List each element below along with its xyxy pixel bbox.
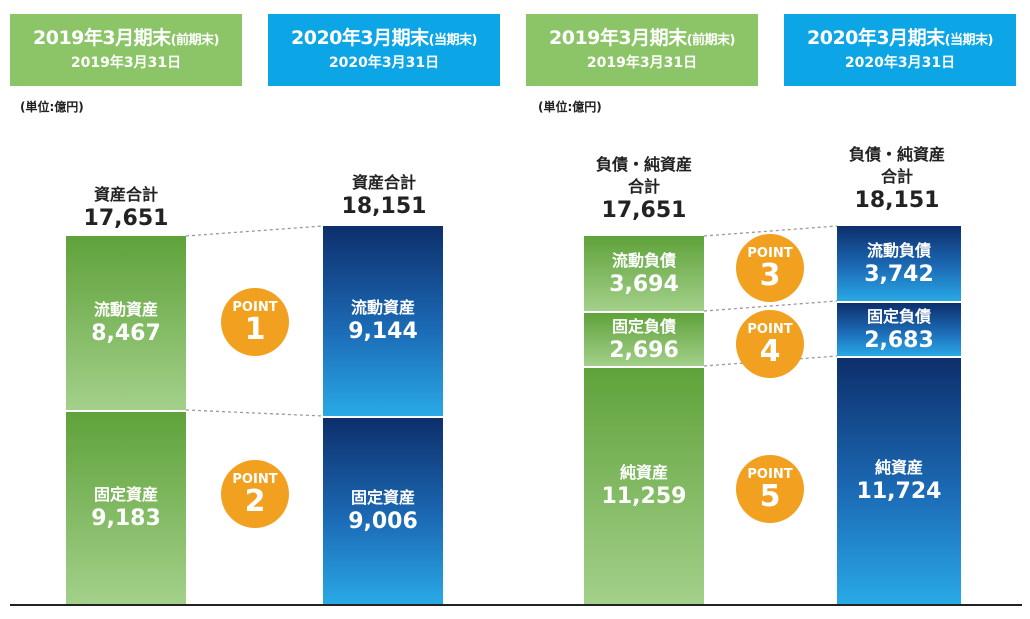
total-label-2020-liabilities: 負債・純資産 合計 18,151 bbox=[817, 144, 977, 214]
header-date: 2019年3月31日 bbox=[586, 55, 698, 71]
header-2020-left: 2020年3月期末(当期末) 2020年3月31日 bbox=[268, 14, 500, 86]
bar-value: 2,683 bbox=[864, 327, 934, 353]
total-title: 負債・純資産 bbox=[848, 145, 945, 164]
bar-value: 11,724 bbox=[856, 479, 942, 504]
bar-label: 流動負債 bbox=[866, 240, 931, 260]
connector-line bbox=[703, 300, 838, 312]
total-title: 資産合計 bbox=[351, 173, 416, 192]
total-title-2: 合計 bbox=[880, 167, 913, 186]
point-word: POINT bbox=[232, 300, 278, 315]
bar-current-assets-2019: 流動資産 8,467 bbox=[66, 236, 186, 410]
header-date: 2020年3月31日 bbox=[844, 55, 956, 71]
bar-label: 流動負債 bbox=[611, 250, 676, 270]
header-paren: (当期末) bbox=[944, 33, 994, 48]
point-number: 5 bbox=[759, 479, 781, 514]
bar-value: 9,006 bbox=[348, 509, 418, 534]
total-label-2019-assets: 資産合計 17,651 bbox=[56, 184, 196, 232]
bar-current-assets-2020: 流動資産 9,144 bbox=[323, 226, 443, 416]
bar-label: 流動資産 bbox=[93, 300, 158, 319]
connector-line bbox=[185, 409, 324, 417]
header-date: 2019年3月31日 bbox=[70, 55, 182, 71]
bar-value: 2,696 bbox=[609, 337, 679, 363]
bar-value: 3,694 bbox=[609, 271, 679, 297]
point-badge-5: POINT 5 bbox=[736, 455, 804, 523]
bar-value: 3,742 bbox=[864, 261, 934, 287]
header-2019-left: 2019年3月期末(前期末) 2019年3月31日 bbox=[10, 14, 242, 86]
baseline-axis bbox=[10, 604, 1022, 606]
bar-label: 固定資産 bbox=[93, 485, 158, 504]
bar-label: 流動資産 bbox=[350, 298, 415, 317]
header-2019-right: 2019年3月期末(前期末) 2019年3月31日 bbox=[526, 14, 758, 86]
total-title: 資産合計 bbox=[93, 185, 158, 204]
bar-value: 8,467 bbox=[91, 321, 161, 346]
connector-line bbox=[703, 225, 838, 237]
bar-value: 11,259 bbox=[601, 484, 687, 509]
point-badge-4: POINT 4 bbox=[736, 310, 804, 378]
header-main: 2019年3月期末 bbox=[549, 27, 687, 49]
header-date: 2020年3月31日 bbox=[328, 55, 440, 71]
header-main: 2020年3月期末 bbox=[807, 27, 945, 49]
total-value: 17,651 bbox=[601, 198, 687, 223]
point-badge-1: POINT 1 bbox=[221, 288, 289, 356]
bar-value: 9,144 bbox=[348, 319, 418, 344]
point-number: 2 bbox=[244, 484, 266, 519]
bar-current-liabilities-2020: 流動負債 3,742 bbox=[837, 226, 961, 301]
point-number: 3 bbox=[759, 258, 781, 293]
header-paren: (当期末) bbox=[428, 33, 478, 48]
point-number: 1 bbox=[244, 312, 266, 347]
total-value: 18,151 bbox=[341, 194, 427, 219]
bar-label: 固定負債 bbox=[866, 306, 931, 326]
total-value: 18,151 bbox=[854, 188, 940, 213]
header-main: 2020年3月期末 bbox=[291, 27, 429, 49]
total-label-2020-assets: 資産合計 18,151 bbox=[314, 172, 454, 220]
header-paren: (前期末) bbox=[170, 33, 220, 48]
header-2020-right: 2020年3月期末(当期末) 2020年3月31日 bbox=[784, 14, 1016, 86]
point-word: POINT bbox=[747, 467, 793, 482]
total-title: 負債・純資産 bbox=[595, 155, 692, 174]
point-word: POINT bbox=[747, 246, 793, 261]
bar-fixed-assets-2019: 固定資産 9,183 bbox=[66, 410, 186, 604]
bar-label: 純資産 bbox=[874, 458, 923, 477]
connector-line bbox=[185, 225, 324, 237]
point-badge-3: POINT 3 bbox=[736, 234, 804, 302]
bar-label: 固定資産 bbox=[350, 488, 415, 507]
bar-fixed-assets-2020: 固定資産 9,006 bbox=[323, 416, 443, 604]
bar-net-assets-2020: 純資産 11,724 bbox=[837, 356, 961, 604]
total-value: 17,651 bbox=[83, 206, 169, 231]
point-word: POINT bbox=[232, 472, 278, 487]
total-label-2019-liabilities: 負債・純資産 合計 17,651 bbox=[564, 154, 724, 224]
total-title-2: 合計 bbox=[627, 177, 660, 196]
header-paren: (前期末) bbox=[686, 33, 736, 48]
bar-fixed-liabilities-2020: 固定負債 2,683 bbox=[837, 301, 961, 356]
bar-fixed-liabilities-2019: 固定負債 2,696 bbox=[584, 311, 704, 366]
unit-label-right: (単位:億円) bbox=[538, 100, 602, 114]
unit-label-left: (単位:億円) bbox=[20, 100, 84, 114]
point-badge-2: POINT 2 bbox=[221, 460, 289, 528]
bar-label: 純資産 bbox=[619, 463, 668, 482]
bar-net-assets-2019: 純資産 11,259 bbox=[584, 366, 704, 604]
point-number: 4 bbox=[759, 334, 781, 369]
bar-value: 9,183 bbox=[91, 506, 161, 531]
header-main: 2019年3月期末 bbox=[33, 27, 171, 49]
point-word: POINT bbox=[747, 322, 793, 337]
bar-label: 固定負債 bbox=[611, 316, 676, 336]
bar-current-liabilities-2019: 流動負債 3,694 bbox=[584, 236, 704, 311]
